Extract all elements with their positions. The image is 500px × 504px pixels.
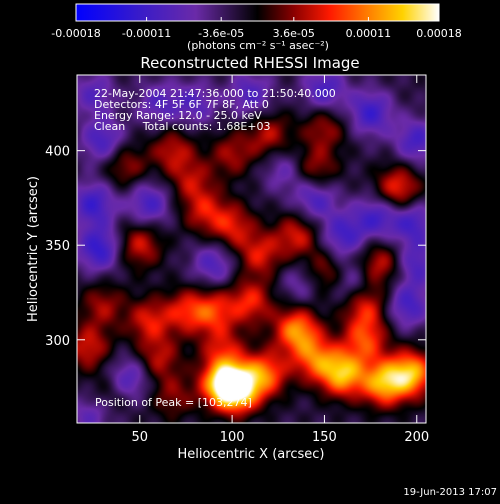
annotation-energy-range: Energy Range: 12.0 - 25.0 keV xyxy=(94,109,262,122)
footer-timestamp: 19-Jun-2013 17:07 xyxy=(403,487,497,498)
annotation-time-range: 22-May-2004 21:47:36.000 to 21:50:40.000 xyxy=(94,87,336,100)
x-tick-label: 200 xyxy=(404,430,429,445)
colorbar-frame xyxy=(75,3,440,22)
colorbar: -0.00018 -0.00011 -3.6e-05 3.6e-05 0.00011 0.… xyxy=(51,3,462,52)
y-tick-label: 350 xyxy=(45,239,70,254)
image-area xyxy=(76,74,427,424)
colorbar-ticks: -0.00018 -0.00011 -3.6e-05 3.6e-05 0.00011 0.… xyxy=(51,17,462,40)
plot-title: Reconstructed RHESSI Image xyxy=(140,54,359,72)
colorbar-tick-label: 3.6e-05 xyxy=(273,27,315,40)
y-axis-ticks: 300 350 400 xyxy=(45,145,426,349)
plot-frame xyxy=(76,74,427,424)
y-tick-label: 400 xyxy=(45,145,70,160)
colorbar-tick-label: 0.00011 xyxy=(346,27,392,40)
colorbar-tick-label: -3.6e-05 xyxy=(198,27,244,40)
y-axis-label: Heliocentric Y (arcsec) xyxy=(26,176,41,322)
observation-annotations: 22-May-2004 21:47:36.000 to 21:50:40.000… xyxy=(94,87,336,133)
colorbar-tick-label: -0.00018 xyxy=(51,27,100,40)
x-tick-label: 150 xyxy=(312,430,337,445)
x-tick-label: 100 xyxy=(220,430,245,445)
colorbar-tick-label: -0.00011 xyxy=(122,27,171,40)
colorbar-gradient xyxy=(76,4,439,21)
x-axis-ticks: 50 100 150 200 xyxy=(132,75,429,445)
x-axis-label: Heliocentric X (arcsec) xyxy=(178,447,325,462)
y-tick-label: 300 xyxy=(45,334,70,349)
colorbar-tick-label: 0.00018 xyxy=(416,27,462,40)
colorbar-unit-label: (photons cm⁻² s⁻¹ asec⁻²) xyxy=(187,39,329,52)
annotation-clean-counts: Clean Total counts: 1.68E+03 xyxy=(94,120,271,133)
x-tick-label: 50 xyxy=(132,430,149,445)
annotation-detectors: Detectors: 4F 5F 6F 7F 8F, Att 0 xyxy=(94,98,269,111)
peak-position-label: Position of Peak = [103,274] xyxy=(95,396,252,409)
heatmap-canvas xyxy=(77,75,426,423)
